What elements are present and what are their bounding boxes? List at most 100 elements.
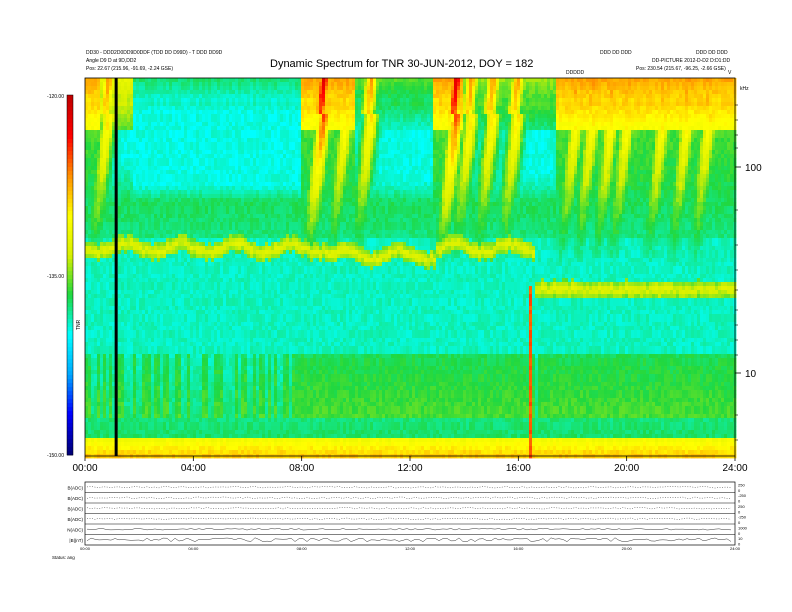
heatmap-cell xyxy=(133,110,136,114)
heatmap-cell xyxy=(220,82,223,86)
heatmap-cell xyxy=(214,82,217,86)
heatmap-cell xyxy=(103,334,106,338)
heatmap-cell xyxy=(97,326,100,330)
heatmap-cell xyxy=(130,438,133,442)
heatmap-cell xyxy=(193,222,196,226)
heatmap-cell xyxy=(229,242,232,246)
heatmap-cell xyxy=(241,110,244,114)
heatmap-cell xyxy=(208,290,211,294)
heatmap-cell xyxy=(118,370,121,374)
heatmap-cell xyxy=(184,142,187,146)
heatmap-cell xyxy=(166,374,169,378)
heatmap-cell xyxy=(226,310,229,314)
heatmap-cell xyxy=(217,286,220,290)
heatmap-cell xyxy=(193,262,196,266)
heatmap-cell xyxy=(175,294,178,298)
heatmap-cell xyxy=(211,338,214,342)
heatmap-cell xyxy=(178,142,181,146)
heatmap-cell xyxy=(139,190,142,194)
heatmap-cell xyxy=(169,438,172,442)
heatmap-cell xyxy=(211,302,214,306)
heatmap-cell xyxy=(118,266,121,270)
heatmap-cell xyxy=(106,258,109,262)
heatmap-cell xyxy=(157,218,160,222)
heatmap-cell xyxy=(199,150,202,154)
heatmap-cell xyxy=(169,370,172,374)
heatmap-cell xyxy=(229,110,232,114)
heatmap-cell xyxy=(100,382,103,386)
heatmap-cell xyxy=(172,342,175,346)
heatmap-cell xyxy=(220,210,223,214)
heatmap-cell xyxy=(157,414,160,418)
heatmap-cell xyxy=(91,446,94,450)
heatmap-cell xyxy=(133,358,136,362)
heatmap-cell xyxy=(196,246,199,250)
heatmap-cell xyxy=(229,230,232,234)
heatmap-cell xyxy=(160,366,163,370)
heatmap-cell xyxy=(139,266,142,270)
heatmap-cell xyxy=(235,226,238,230)
heatmap-cell xyxy=(181,302,184,306)
heatmap-cell xyxy=(217,90,220,94)
heatmap-cell xyxy=(145,138,148,142)
heatmap-cell xyxy=(163,254,166,258)
heatmap-cell xyxy=(205,142,208,146)
heatmap-cell xyxy=(166,214,169,218)
heatmap-cell xyxy=(220,106,223,110)
heatmap-cell xyxy=(184,314,187,318)
heatmap-cell xyxy=(88,210,91,214)
heatmap-cell xyxy=(217,242,220,246)
heatmap-cell xyxy=(178,274,181,278)
heatmap-cell xyxy=(232,386,235,390)
heatmap-cell xyxy=(217,366,220,370)
heatmap-cell xyxy=(175,358,178,362)
heatmap-cell xyxy=(127,410,130,414)
heatmap-cell xyxy=(187,90,190,94)
heatmap-cell xyxy=(238,182,241,186)
heatmap-cell xyxy=(235,154,238,158)
heatmap-cell xyxy=(157,206,160,210)
heatmap-cell xyxy=(169,258,172,262)
heatmap-cell xyxy=(88,266,91,270)
heatmap-cell xyxy=(124,150,127,154)
heatmap-cell xyxy=(211,190,214,194)
heatmap-cell xyxy=(109,82,112,86)
heatmap-cell xyxy=(166,98,169,102)
heatmap-cell xyxy=(154,386,157,390)
heatmap-cell xyxy=(139,274,142,278)
heatmap-cell xyxy=(196,398,199,402)
heatmap-cell xyxy=(220,382,223,386)
heatmap-cell xyxy=(145,82,148,86)
heatmap-cell xyxy=(106,78,109,82)
heatmap-cell xyxy=(199,210,202,214)
heatmap-cell xyxy=(229,178,232,182)
heatmap-cell xyxy=(130,434,133,438)
heatmap-cell xyxy=(196,390,199,394)
heatmap-cell xyxy=(124,430,127,434)
heatmap-cell xyxy=(187,294,190,298)
heatmap-cell xyxy=(205,442,208,446)
heatmap-cell xyxy=(124,190,127,194)
heatmap-cell xyxy=(196,194,199,198)
heatmap-cell xyxy=(214,350,217,354)
heatmap-cell xyxy=(109,446,112,450)
heatmap-cell xyxy=(142,390,145,394)
heatmap-cell xyxy=(205,274,208,278)
heatmap-cell xyxy=(172,414,175,418)
heatmap-cell xyxy=(193,94,196,98)
heatmap-cell xyxy=(232,370,235,374)
heatmap-cell xyxy=(142,314,145,318)
heatmap-cell xyxy=(130,314,133,318)
heatmap-cell xyxy=(85,418,88,422)
heatmap-cell xyxy=(91,150,94,154)
heatmap-cell xyxy=(226,386,229,390)
heatmap-cell xyxy=(121,322,124,326)
heatmap-cell xyxy=(184,134,187,138)
heatmap-cell xyxy=(217,106,220,110)
heatmap-cell xyxy=(94,366,97,370)
heatmap-cell xyxy=(196,130,199,134)
heatmap-cell xyxy=(124,450,127,454)
heatmap-cell xyxy=(241,154,244,158)
heatmap-cell xyxy=(169,358,172,362)
heatmap-cell xyxy=(133,238,136,242)
